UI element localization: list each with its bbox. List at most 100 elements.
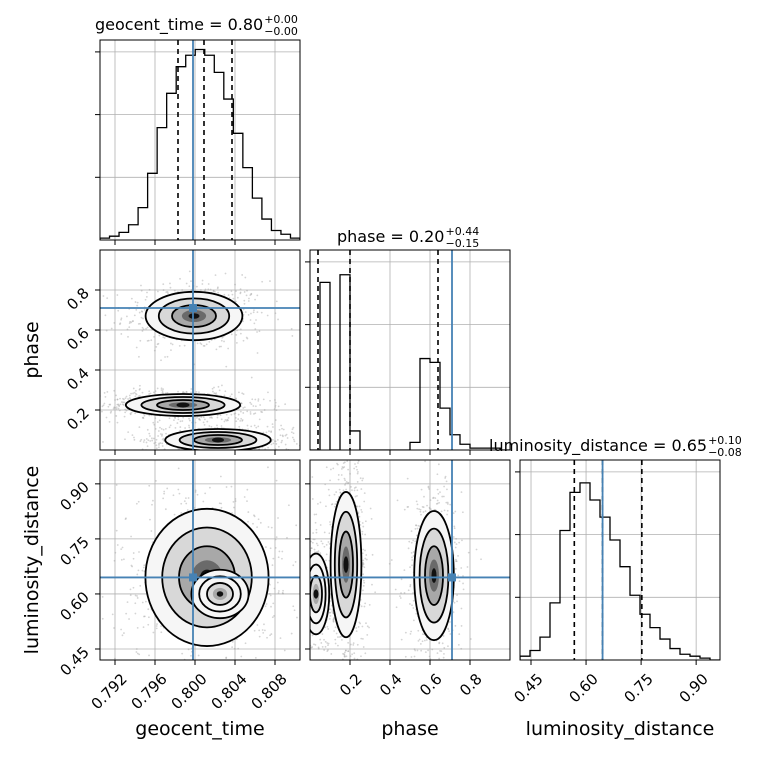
sample-point	[306, 585, 308, 587]
sample-point	[143, 308, 146, 311]
sample-point	[177, 418, 180, 421]
sample-point	[162, 336, 165, 339]
sample-point	[215, 451, 217, 453]
sample-point	[153, 349, 156, 352]
sample-point	[237, 413, 240, 416]
sample-point	[147, 661, 149, 663]
x-tick-label: 0.8	[456, 670, 486, 700]
sample-point	[132, 320, 134, 322]
sample-point	[171, 452, 173, 454]
sample-point	[354, 711, 356, 713]
sample-point	[257, 398, 260, 401]
sample-point	[305, 612, 307, 614]
sample-point	[454, 624, 457, 627]
sample-point	[249, 319, 252, 321]
panel-title-phase: phase = 0.20	[337, 227, 444, 246]
sample-point	[270, 633, 273, 635]
sample-point	[411, 556, 413, 559]
sample-point	[278, 550, 281, 553]
sample-point	[242, 458, 244, 460]
sample-point	[310, 547, 313, 550]
sample-point	[214, 274, 217, 276]
sample-point	[225, 656, 228, 659]
sample-point	[256, 294, 259, 297]
sample-point	[412, 670, 414, 672]
sample-point	[336, 463, 339, 466]
sample-point	[105, 416, 108, 419]
sample-point	[407, 589, 410, 592]
sample-point	[362, 525, 365, 528]
sample-point	[355, 627, 358, 629]
sample-point	[438, 641, 441, 644]
sample-point	[138, 551, 140, 553]
sample-point	[442, 635, 445, 637]
sample-point	[303, 572, 305, 574]
sample-point	[269, 634, 271, 637]
sample-point	[323, 531, 326, 534]
sample-point	[441, 495, 444, 498]
sample-point	[370, 518, 373, 520]
sample-point	[368, 626, 370, 629]
sample-point	[456, 600, 458, 603]
sample-point	[300, 575, 302, 577]
sample-point	[119, 322, 122, 325]
sample-point	[291, 335, 294, 337]
panel-frame	[99, 459, 301, 661]
sample-point	[340, 635, 342, 638]
sample-point	[366, 625, 369, 628]
sample-point	[295, 567, 297, 569]
sample-point	[303, 406, 305, 408]
sample-point	[418, 670, 420, 672]
sample-point	[296, 571, 298, 573]
sample-point	[400, 592, 402, 594]
sample-point	[170, 349, 172, 352]
sample-point	[118, 405, 121, 408]
sample-point	[250, 376, 253, 379]
sample-point	[253, 322, 256, 325]
sample-point	[424, 445, 426, 447]
sample-point	[148, 484, 151, 487]
sample-point	[335, 671, 337, 673]
sample-point	[269, 399, 271, 402]
sample-point	[302, 615, 304, 617]
sample-point	[303, 651, 305, 653]
sample-point	[311, 476, 314, 478]
sample-point	[438, 642, 441, 645]
sample-point	[125, 395, 128, 398]
sample-point	[178, 492, 181, 495]
panel-geocent_time-geocent_time	[95, 39, 301, 245]
sample-point	[163, 492, 166, 495]
sample-point	[285, 433, 288, 436]
sample-point	[252, 405, 255, 407]
sample-point	[423, 639, 426, 642]
sample-point	[116, 544, 119, 546]
sample-point	[198, 391, 200, 393]
sample-point	[256, 526, 258, 529]
sample-point	[249, 401, 252, 404]
sample-point	[278, 428, 281, 431]
sample-point	[188, 426, 191, 429]
sample-point	[444, 475, 447, 478]
sample-point	[447, 628, 450, 631]
sample-point	[217, 451, 219, 453]
sample-point	[295, 614, 297, 616]
sample-point	[251, 398, 254, 401]
sample-point	[408, 540, 411, 543]
sample-point	[334, 626, 337, 629]
sample-point	[232, 297, 235, 300]
sample-point	[130, 321, 133, 324]
sample-point	[276, 581, 279, 584]
sample-point	[344, 655, 346, 658]
sample-point	[361, 479, 364, 482]
panel-frame	[309, 249, 511, 451]
sample-point	[141, 601, 144, 604]
sample-point	[342, 416, 344, 418]
sample-point	[368, 468, 370, 470]
sample-point	[427, 649, 429, 652]
sample-point	[311, 646, 314, 648]
sample-point	[443, 652, 445, 655]
density-peak	[343, 556, 349, 573]
sample-point	[343, 712, 345, 714]
sample-point	[324, 626, 327, 629]
sample-point	[351, 489, 353, 491]
